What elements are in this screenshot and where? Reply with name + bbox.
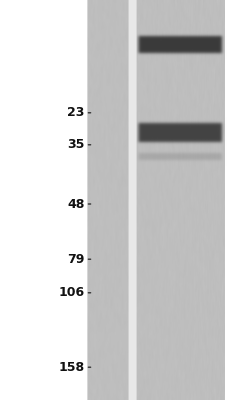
Text: 48: 48 [67,198,84,210]
Text: 23: 23 [67,106,84,119]
Text: 35: 35 [67,138,84,151]
Text: 79: 79 [67,253,84,266]
Text: 106: 106 [58,286,84,299]
Text: 158: 158 [58,361,84,374]
